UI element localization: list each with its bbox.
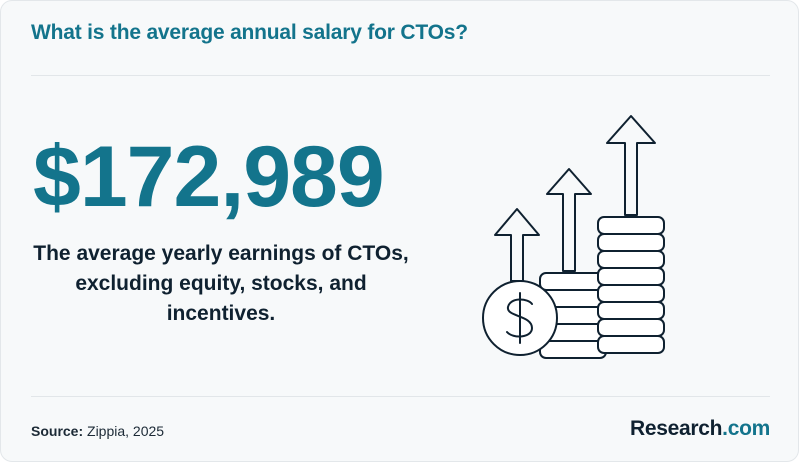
salary-growth-illustration <box>482 115 665 359</box>
top-divider <box>31 75 770 76</box>
bottom-divider <box>31 396 770 397</box>
source-label: Source: <box>31 423 84 439</box>
headline-salary-value: $172,989 <box>33 129 385 225</box>
brand-logo: Research.com <box>630 417 770 441</box>
arrow-up-icon <box>494 208 540 282</box>
arrow-up-icon <box>546 168 592 272</box>
dollar-coin-icon <box>482 280 558 356</box>
salary-caption: The average yearly earnings of CTOs, exc… <box>33 242 409 325</box>
brand-suffix: .com <box>722 417 770 440</box>
coin-stack-icon <box>597 216 665 354</box>
arrow-up-icon <box>606 115 656 216</box>
source-citation: Source: Zippia, 2025 <box>31 423 164 439</box>
brand-name: Research <box>630 417 723 440</box>
page-title: What is the average annual salary for CT… <box>31 21 468 44</box>
source-text: Zippia, 2025 <box>87 423 165 439</box>
